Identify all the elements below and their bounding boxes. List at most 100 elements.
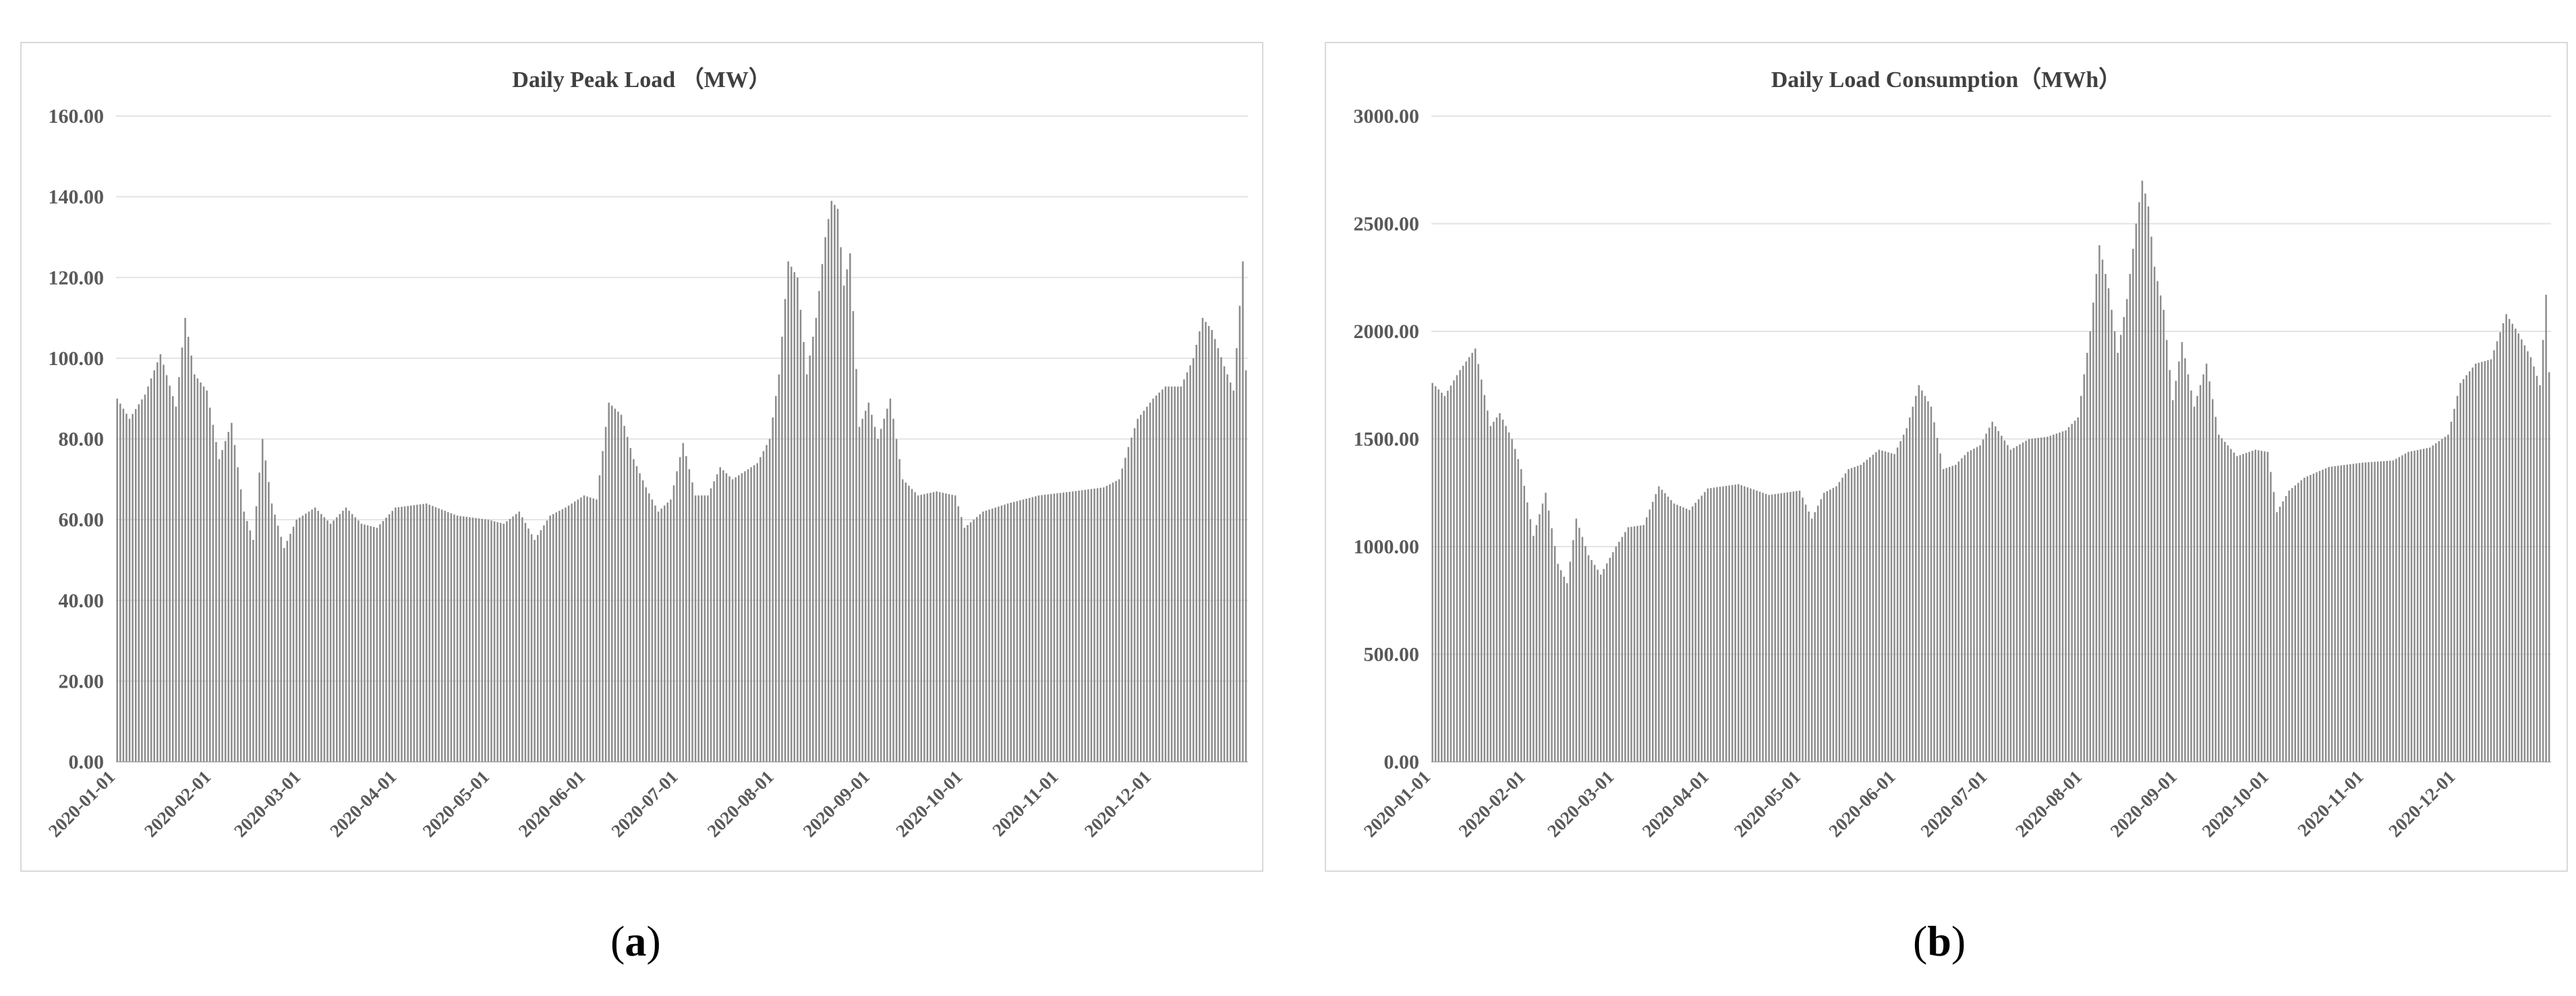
bar — [190, 355, 193, 762]
bar — [2031, 438, 2033, 762]
bar — [432, 505, 434, 762]
bar — [1180, 386, 1182, 762]
bar — [1752, 489, 1755, 762]
bar — [2181, 341, 2183, 762]
bar — [565, 507, 567, 762]
bar — [171, 396, 174, 762]
bar — [846, 269, 848, 763]
bar — [1090, 489, 1093, 762]
bar — [694, 495, 697, 762]
bar — [1545, 493, 1547, 762]
bar — [1835, 486, 1837, 762]
bar — [478, 518, 480, 762]
bar — [422, 503, 424, 762]
bar — [1694, 503, 1697, 762]
bar — [2294, 485, 2296, 762]
bar — [2150, 236, 2152, 762]
bar — [147, 386, 149, 762]
bar — [138, 404, 140, 762]
bar — [484, 519, 486, 762]
bar — [713, 481, 715, 762]
bar — [973, 520, 975, 762]
x-tick-label: 2020-06-01 — [1825, 767, 1899, 841]
bar — [490, 520, 492, 762]
bar — [957, 506, 960, 762]
bar — [2135, 223, 2138, 762]
bar — [707, 495, 709, 762]
bar — [2208, 381, 2210, 762]
bar — [731, 479, 734, 762]
bar — [1551, 528, 1553, 762]
bar — [1936, 437, 1939, 762]
bar — [2413, 450, 2415, 762]
bar — [462, 516, 465, 762]
x-tick-label: 2020-12-01 — [1081, 767, 1155, 841]
bar — [821, 264, 824, 762]
bar — [438, 508, 440, 762]
bar — [268, 482, 270, 762]
bar — [2025, 441, 2027, 762]
bar — [877, 439, 879, 762]
bar — [1633, 526, 1636, 762]
figure-caption-b: (b) — [1913, 917, 1966, 965]
bar — [2429, 447, 2431, 762]
bar — [1447, 391, 1449, 762]
bar — [2043, 437, 2046, 762]
bar — [159, 354, 162, 762]
bar — [1878, 449, 1881, 762]
bar — [2040, 437, 2042, 762]
bar — [1896, 447, 1899, 762]
bar — [2376, 461, 2379, 762]
bar — [592, 498, 595, 762]
bar — [827, 219, 830, 763]
bar — [586, 496, 588, 762]
bar — [2435, 443, 2437, 762]
y-tick-label: 2500.00 — [1354, 213, 1420, 236]
bar — [1603, 569, 1605, 762]
bar — [1593, 565, 1596, 762]
bar — [1081, 490, 1083, 762]
bar — [1939, 453, 1941, 762]
bar — [1535, 525, 1538, 762]
bar — [487, 520, 490, 762]
bar — [1924, 395, 1926, 762]
bar — [1921, 390, 1923, 762]
bar — [1673, 503, 1676, 762]
bar — [2539, 385, 2541, 762]
bar — [141, 399, 143, 762]
bar — [737, 475, 740, 762]
bar — [1823, 493, 1825, 762]
bar — [1649, 509, 1651, 762]
bar — [651, 499, 654, 762]
bar — [1441, 392, 1443, 762]
bar — [1569, 561, 1572, 762]
bar — [1725, 486, 1727, 762]
bar — [372, 526, 375, 762]
bar — [2422, 449, 2425, 762]
bar — [938, 492, 941, 762]
bar — [521, 517, 523, 762]
bar — [2285, 496, 2287, 762]
bar — [348, 510, 350, 762]
bar — [1652, 501, 1654, 762]
bar — [2297, 482, 2299, 762]
bar — [2279, 506, 2281, 762]
bar — [1948, 466, 1951, 762]
bar — [2015, 446, 2018, 762]
bar — [1597, 570, 1599, 762]
bar — [1443, 395, 1446, 762]
bar — [2328, 466, 2330, 762]
bar — [2163, 310, 2165, 763]
bar — [1183, 379, 1185, 762]
bar — [239, 489, 242, 762]
bar — [425, 503, 428, 762]
bar — [2389, 460, 2391, 762]
bar — [1624, 532, 1626, 762]
bar — [2187, 374, 2189, 762]
bar — [976, 517, 978, 762]
bar — [1232, 390, 1235, 762]
bar — [1967, 451, 1969, 762]
bar — [762, 451, 765, 762]
bar — [1207, 326, 1210, 762]
bar — [2190, 390, 2192, 762]
